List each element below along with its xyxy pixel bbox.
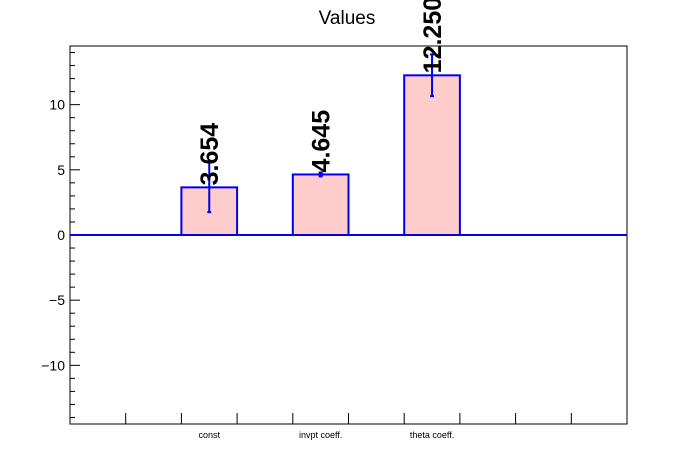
bar-2 bbox=[291, 173, 350, 237]
y-tick-label: 0 bbox=[57, 227, 65, 243]
plot-area: −10 −5 0 5 10 3.654 const 4.645 invpt coeff. 12.2… bbox=[41, 0, 628, 440]
category-label-1: const bbox=[198, 430, 220, 440]
y-tick-label: 10 bbox=[49, 97, 65, 113]
value-label-2: 4.645 bbox=[308, 110, 336, 173]
category-label-2: invpt coeff. bbox=[299, 430, 342, 440]
value-label-3: 12.250 bbox=[419, 0, 447, 73]
y-tick-label: −10 bbox=[41, 357, 65, 373]
value-label-1: 3.654 bbox=[196, 123, 224, 186]
bar-3 bbox=[403, 74, 461, 236]
category-label-3: theta coeff. bbox=[410, 430, 454, 440]
y-tick-label: −5 bbox=[49, 292, 65, 308]
y-tick-label: 5 bbox=[57, 162, 65, 178]
chart-title: Values bbox=[319, 8, 376, 29]
